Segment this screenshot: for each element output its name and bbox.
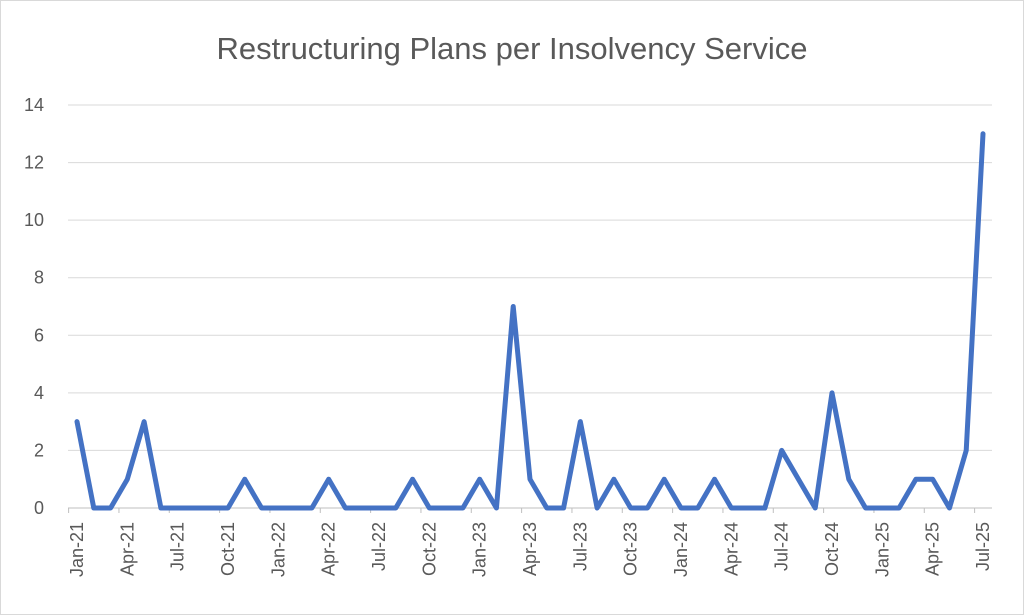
chart-title: Restructuring Plans per Insolvency Servi…	[217, 31, 808, 66]
x-tick-label: Apr-24	[721, 522, 741, 576]
gridlines	[68, 104, 992, 513]
y-tick-label: 14	[24, 95, 44, 115]
series-layer	[74, 131, 986, 511]
series-line	[74, 131, 986, 511]
x-tick-label: Jul-24	[772, 522, 792, 571]
x-tick-label: Oct-24	[822, 522, 842, 576]
x-tick-label: Jul-21	[168, 522, 188, 571]
x-tick-label: Apr-25	[923, 522, 943, 576]
y-tick-label: 8	[34, 268, 44, 288]
x-tick-label: Jan-24	[671, 522, 691, 577]
x-tick-label: Jul-22	[369, 522, 389, 571]
x-tick-label: Apr-21	[117, 522, 137, 576]
x-axis-ticks: Jan-21 Apr-21 Jul-21 Oct-21 Jan-22 Apr-22 Jul-…	[67, 522, 993, 577]
x-tick-label: Jan-25	[872, 522, 892, 577]
x-tick-label: Apr-23	[520, 522, 540, 576]
y-tick-label: 4	[34, 383, 44, 403]
x-tick-label: Apr-22	[319, 522, 339, 576]
y-tick-label: 12	[24, 153, 44, 173]
x-tick-label: Jan-23	[470, 522, 490, 577]
x-tick-label: Oct-22	[419, 522, 439, 576]
y-tick-label: 6	[34, 325, 44, 345]
x-tick-label: Oct-23	[621, 522, 641, 576]
y-axis-ticks: 0 2 4 6 8 10 12 14	[24, 95, 44, 518]
x-tick-label: Jul-25	[973, 522, 993, 571]
x-tick-label: Jan-21	[67, 522, 87, 577]
y-tick-label: 2	[34, 440, 44, 460]
x-tick-label: Jul-23	[570, 522, 590, 571]
x-tick-label: Oct-21	[218, 522, 238, 576]
y-tick-label: 10	[24, 210, 44, 230]
x-tick-label: Jan-22	[268, 522, 288, 577]
y-tick-label: 0	[34, 498, 44, 518]
